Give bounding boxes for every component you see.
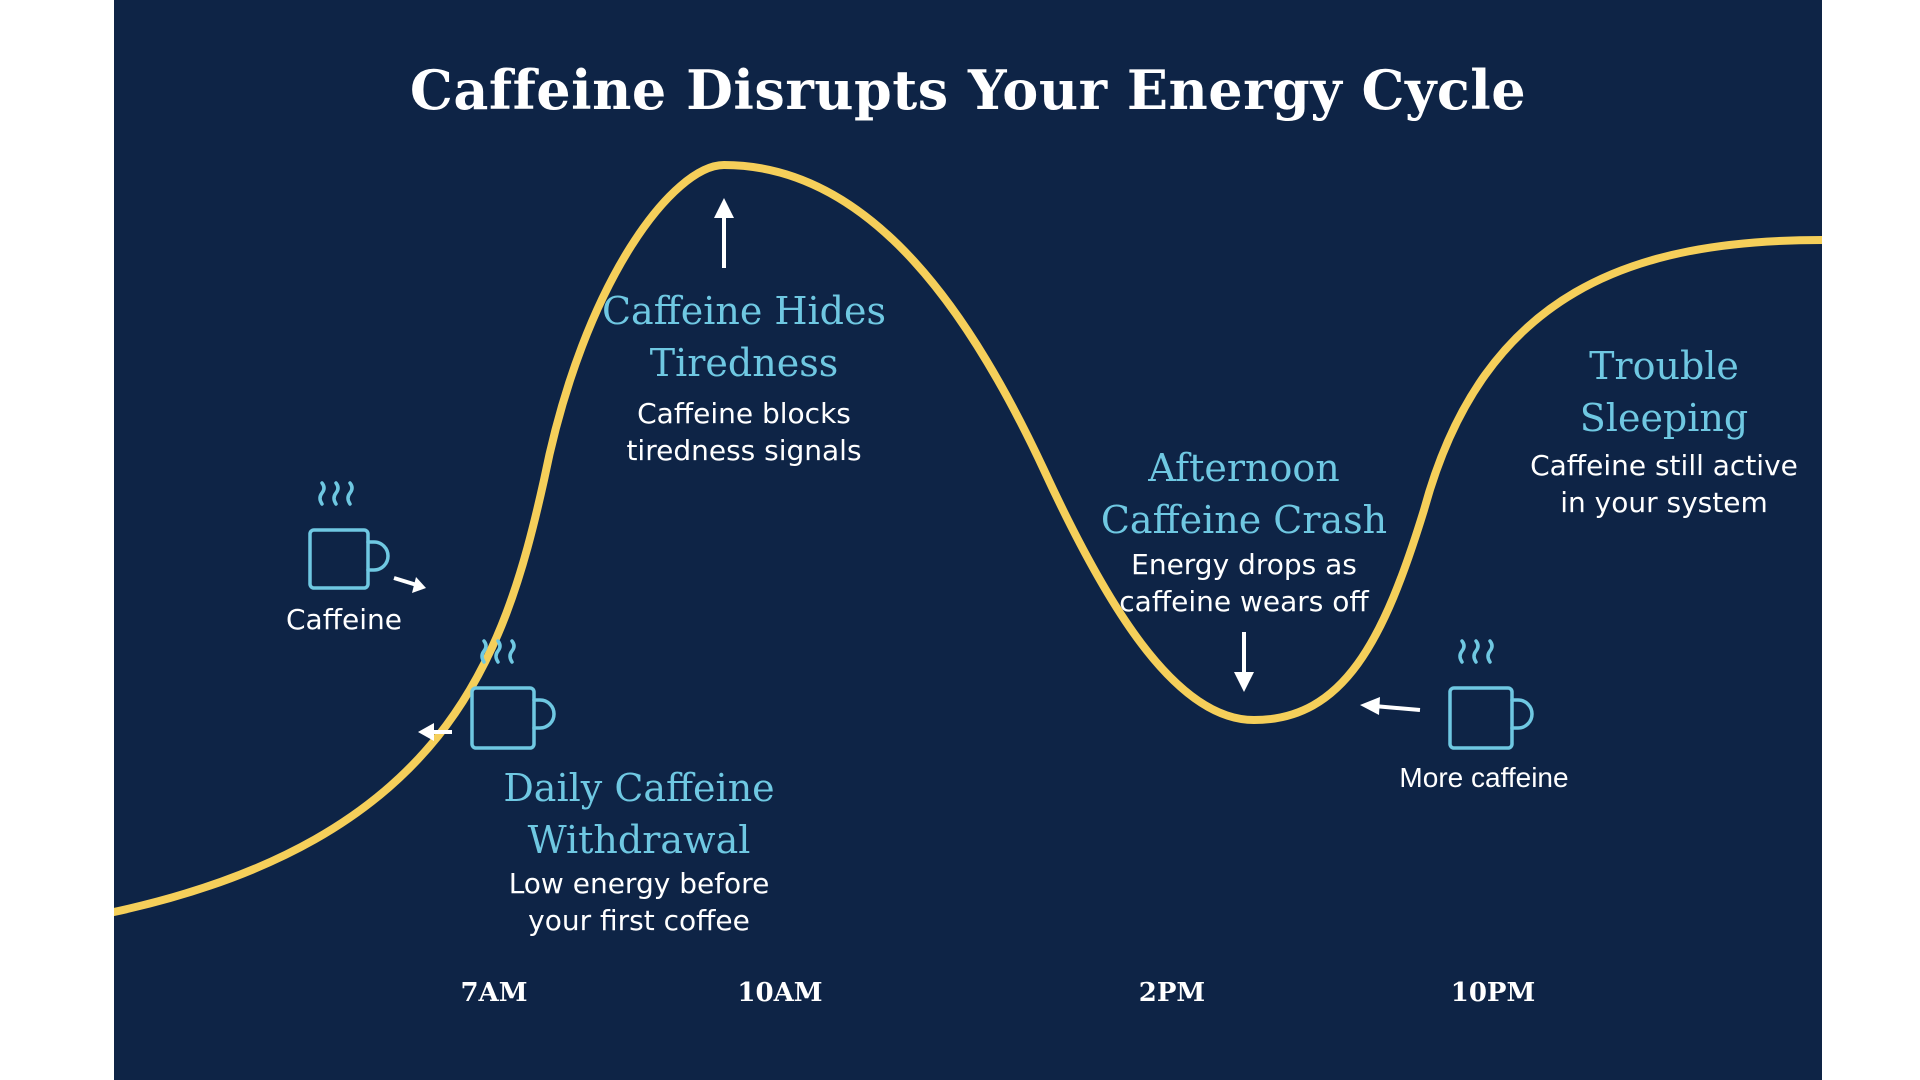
more-caffeine-mug-label: More caffeine [1399, 762, 1569, 793]
time-label-7am: 7AM [460, 978, 528, 1008]
arrow-left-icon [1360, 697, 1421, 715]
infographic-panel: Caffeine Disrupts Your Energy Cycle [114, 0, 1822, 1080]
trouble-sleeping-heading-line2: Sleeping [1579, 396, 1749, 440]
afternoon-crash-desc-line1: Energy drops as [1131, 548, 1357, 581]
afternoon-crash-heading-line2: Caffeine Crash [1100, 498, 1388, 542]
caffeine-hides-desc: Caffeine blocks tiredness signals [574, 395, 914, 469]
arrow-left-icon [418, 723, 452, 741]
withdrawal-desc: Low energy before your first coffee [454, 865, 824, 939]
caffeine-hides-heading-line2: Tiredness [649, 341, 839, 385]
time-label-10pm: 10PM [1450, 978, 1536, 1008]
coffee-mug-icon [470, 639, 556, 750]
time-label-2pm: 2PM [1138, 978, 1206, 1008]
withdrawal-heading: Daily Caffeine Withdrawal [454, 762, 824, 866]
caffeine-mug-label: Caffeine [286, 603, 402, 636]
afternoon-crash-desc: Energy drops as caffeine wears off [1074, 546, 1414, 620]
trouble-sleeping-heading-line1: Trouble [1589, 344, 1739, 388]
energy-curve [114, 160, 1822, 916]
caffeine-hides-desc-line1: Caffeine blocks [637, 397, 851, 430]
coffee-mug-icon [308, 481, 390, 590]
page-title: Caffeine Disrupts Your Energy Cycle [409, 58, 1527, 122]
withdrawal-desc-line1: Low energy before [508, 867, 770, 900]
caffeine-hides-heading-line1: Caffeine Hides [601, 289, 887, 333]
withdrawal-heading-line2: Withdrawal [527, 818, 751, 862]
energy-curve-graphic [114, 160, 1822, 916]
withdrawal-heading-line1: Daily Caffeine [503, 766, 775, 810]
time-label-10am: 10AM [737, 978, 823, 1008]
withdrawal-desc-line2: your first coffee [528, 904, 750, 937]
trouble-sleeping-desc-line1: Caffeine still active [1530, 449, 1798, 482]
caffeine-hides-heading: Caffeine Hides Tiredness [574, 285, 914, 389]
afternoon-crash-desc-line2: caffeine wears off [1119, 585, 1369, 618]
arrow-right-icon [393, 576, 426, 593]
trouble-sleeping-desc-line2: in your system [1560, 486, 1768, 519]
trouble-sleeping-heading: Trouble Sleeping [1514, 340, 1814, 444]
arrow-down-icon [1234, 632, 1254, 692]
caffeine-hides-desc-line2: tiredness signals [626, 434, 862, 467]
afternoon-crash-heading: Afternoon Caffeine Crash [1074, 442, 1414, 546]
arrow-up-icon [714, 198, 734, 268]
afternoon-crash-heading-line1: Afternoon [1148, 446, 1340, 490]
coffee-mug-icon [1448, 639, 1534, 750]
trouble-sleeping-desc: Caffeine still active in your system [1504, 447, 1822, 521]
